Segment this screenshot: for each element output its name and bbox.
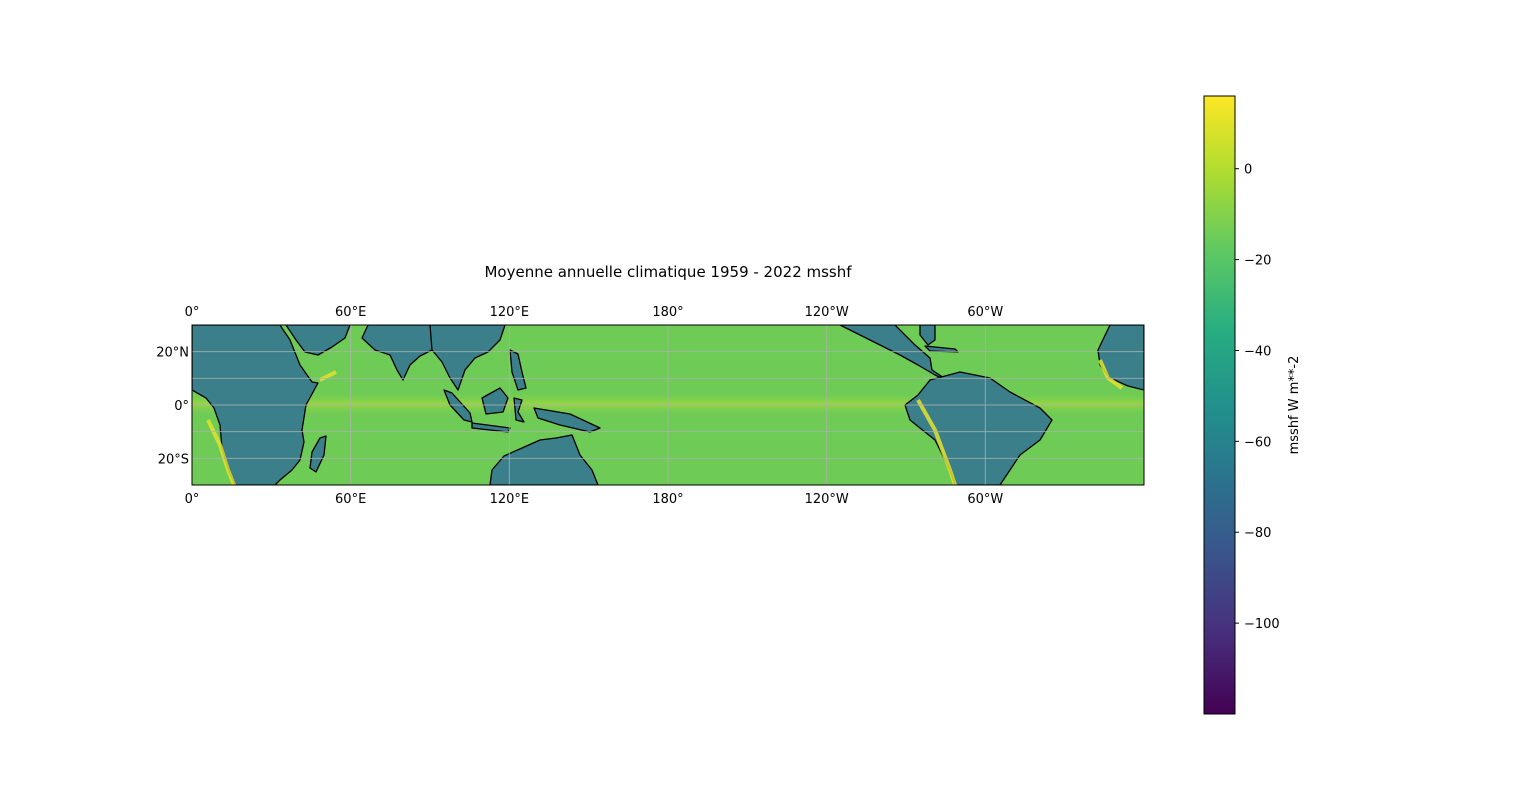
colorbar-tick-label-2: −40 bbox=[1244, 344, 1271, 359]
land-west-africa-east-edge bbox=[1097, 325, 1144, 391]
colorbar-tick-label-5: −100 bbox=[1244, 617, 1280, 632]
land-australia bbox=[489, 434, 599, 485]
land-arabia bbox=[285, 325, 351, 356]
upwelling-peru bbox=[916, 399, 957, 485]
lon-tick-label-bottom-3: 180° bbox=[652, 492, 683, 507]
land-madagascar bbox=[309, 435, 327, 473]
colorbar-tick-label-4: −80 bbox=[1244, 526, 1271, 541]
lon-tick-label-top-5: 60°W bbox=[967, 305, 1003, 320]
lon-tick-label-top-1: 60°E bbox=[335, 305, 366, 320]
land-masses bbox=[192, 325, 1144, 485]
lon-tick-label-bottom-5: 60°W bbox=[967, 492, 1003, 507]
land-florida bbox=[919, 325, 936, 346]
colorbar-gradient bbox=[1203, 95, 1236, 715]
colorbar-ticks: 0 −20 −40 −60 −80 −100 bbox=[1235, 163, 1280, 632]
map-frame bbox=[191, 324, 1145, 486]
lon-tick-label-bottom-0: 0° bbox=[185, 492, 200, 507]
upwelling-benguela bbox=[206, 419, 236, 485]
gridlines bbox=[191, 325, 1144, 485]
lon-tick-label-top-0: 0° bbox=[185, 305, 200, 320]
colorbar-tick-label-0: 0 bbox=[1244, 163, 1252, 178]
lat-labels: 20°N 0° 20°S bbox=[156, 346, 189, 468]
colorbar-label: msshf W m**-2 bbox=[1287, 356, 1302, 455]
lat-tick-label-0: 20°N bbox=[156, 346, 189, 361]
lon-tick-label-bottom-4: 120°W bbox=[805, 492, 849, 507]
lon-tick-label-top-3: 180° bbox=[652, 305, 683, 320]
lat-tick-label-1: 0° bbox=[174, 399, 189, 414]
lon-tick-label-top-2: 120°E bbox=[490, 305, 530, 320]
land-se-asia bbox=[429, 325, 506, 391]
land-philippines bbox=[509, 349, 527, 391]
lat-tick-label-2: 20°S bbox=[158, 452, 189, 467]
map-title: Moyenne annuelle climatique 1959 - 2022 … bbox=[484, 263, 852, 281]
colorbar-tick-label-1: −20 bbox=[1244, 254, 1271, 269]
lon-tick-label-top-4: 120°W bbox=[805, 305, 849, 320]
land-sulawesi bbox=[513, 397, 525, 423]
colorbar-tick-label-3: −60 bbox=[1244, 435, 1271, 450]
lon-labels-top: 0° 60°E 120°E 180° 120°W 60°W bbox=[185, 305, 1004, 320]
lon-labels-bottom: 0° 60°E 120°E 180° 120°W 60°W bbox=[185, 492, 1004, 507]
lon-tick-label-bottom-2: 120°E bbox=[490, 492, 530, 507]
land-south-america bbox=[904, 371, 1053, 485]
lon-tick-label-bottom-1: 60°E bbox=[335, 492, 366, 507]
colorbar: 0 −20 −40 −60 −80 −100 msshf W m**-2 bbox=[1203, 95, 1302, 715]
